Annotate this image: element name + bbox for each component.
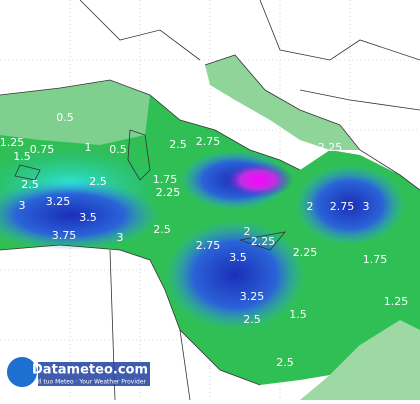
contour-label: 0.5 — [56, 111, 74, 124]
logo-banner — [38, 362, 150, 386]
sea-field — [0, 55, 420, 400]
contour-label: 2.5 — [89, 175, 107, 188]
contour-label: 3.25 — [240, 290, 265, 303]
contour-label: 2.5 — [276, 356, 294, 369]
contour-label: 3.75 — [52, 229, 77, 242]
contour-label: 3.25 — [46, 195, 71, 208]
contour-label: 3 — [363, 200, 370, 213]
contour-label: 2.75 — [330, 200, 355, 213]
contour-label: 1.75 — [363, 253, 388, 266]
contour-label: 2.5 — [243, 313, 261, 326]
contour-label: 2 — [307, 200, 314, 213]
logo-name: Datameteo.com — [32, 363, 148, 378]
contour-label: 3 — [19, 199, 26, 212]
contour-label: 2.25 — [293, 246, 318, 259]
logo: Datameteo.com Il tuo Meteo · Your Weathe… — [5, 355, 150, 389]
contour-label: 2.5 — [169, 138, 187, 151]
contour-label: 3 — [117, 231, 124, 244]
contour-label: 1.25 — [384, 295, 409, 308]
contour-labels: 0.5 1.25 0.75 1 0.5 1.5 2.5 2.75 2.5 3 3.25 2.5 1.75… — [0, 111, 408, 369]
contour-label: 0.75 — [30, 143, 55, 156]
contour-label: 1.5 — [13, 150, 31, 163]
contour-label: 2.75 — [196, 239, 221, 252]
logo-tagline: Il tuo Meteo · Your Weather Provider — [38, 379, 147, 386]
contour-label: 2.25 — [318, 141, 343, 154]
contour-label: 0.5 — [109, 143, 127, 156]
contour-label: 2.25 — [251, 235, 276, 248]
contour-label: 1 — [85, 141, 92, 154]
contour-label: 3.5 — [79, 211, 97, 224]
contour-label: 2.25 — [156, 186, 181, 199]
contour-label: 3.5 — [229, 251, 247, 264]
contour-label: 2.5 — [153, 223, 171, 236]
contour-label: 1.25 — [0, 136, 24, 149]
contour-label: 1.5 — [289, 308, 307, 321]
contour-label: 1.75 — [153, 173, 178, 186]
contour-label: 2.5 — [21, 178, 39, 191]
contour-label: 2 — [244, 225, 251, 238]
contour-label: 2.75 — [196, 135, 221, 148]
